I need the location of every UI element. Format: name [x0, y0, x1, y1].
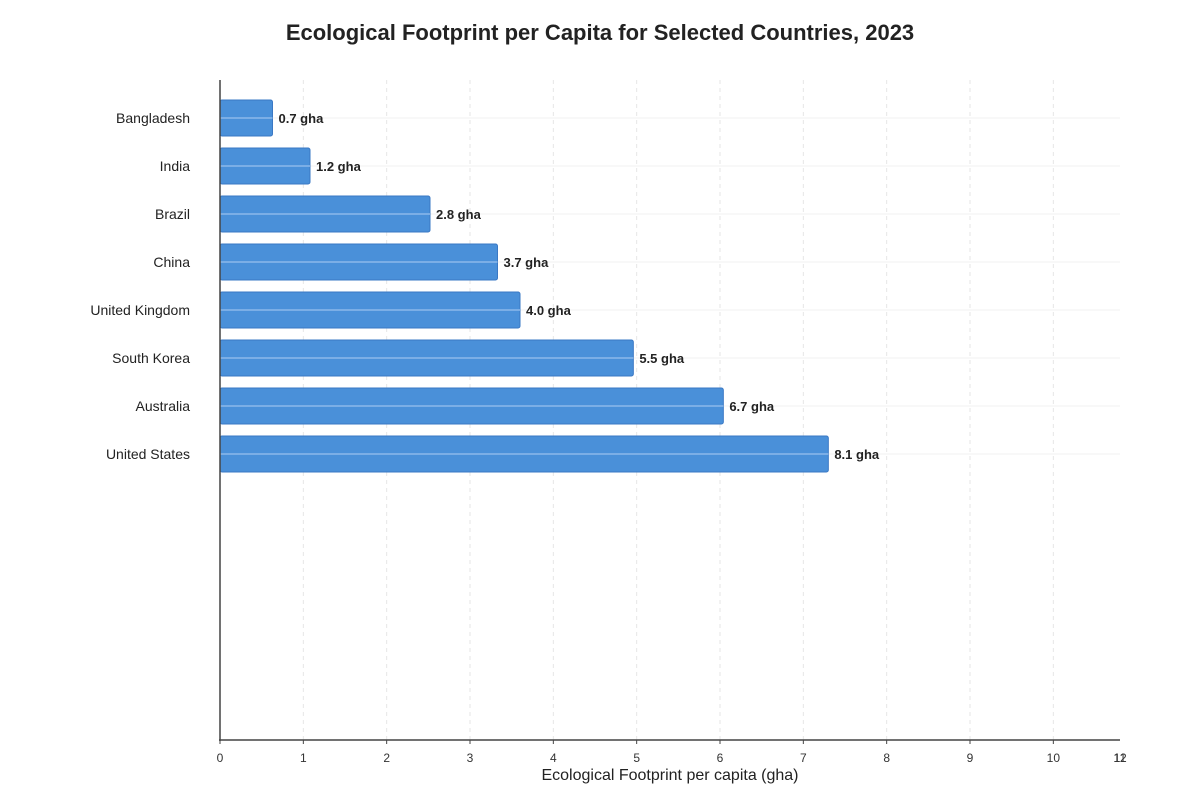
category-label-south-korea: South Korea: [112, 350, 190, 366]
data-label-china: 3.7 gha: [504, 255, 550, 270]
x-axis-title: Ecological Footprint per capita (gha): [541, 767, 798, 784]
bars: [219, 99, 829, 473]
data-label-australia: 6.7 gha: [729, 399, 775, 414]
x-tick-label-7: 7: [800, 751, 807, 765]
data-label-brazil: 2.8 gha: [436, 207, 482, 222]
chart-title: Ecological Footprint per Capita for Sele…: [286, 20, 914, 45]
category-label-india: India: [160, 158, 191, 174]
data-label-united-states: 8.1 gha: [834, 447, 880, 462]
x-tick-label-9: 9: [967, 751, 974, 765]
x-tick-label-3: 3: [467, 751, 474, 765]
x-tick-label-6: 6: [717, 751, 724, 765]
data-label-south-korea: 5.5 gha: [639, 351, 685, 366]
data-label-bangladesh: 0.7 gha: [279, 111, 325, 126]
x-tick-label-0: 0: [217, 751, 224, 765]
category-label-china: China: [153, 254, 190, 270]
x-tick-label-10: 10: [1047, 751, 1061, 765]
x-tick-label-12: 12: [1113, 751, 1127, 765]
x-tick-label-2: 2: [383, 751, 390, 765]
x-tick-label-8: 8: [883, 751, 890, 765]
category-label-united-states: United States: [106, 446, 190, 462]
category-label-australia: Australia: [136, 398, 191, 414]
category-labels: Bangladesh India Brazil China United Kingdom…: [90, 110, 190, 462]
category-label-bangladesh: Bangladesh: [116, 110, 190, 126]
data-labels: 0.7 gha 1.2 gha 2.8 gha 3.7 gha 4.0 gha 5.5 g…: [279, 111, 880, 462]
data-label-united-kingdom: 4.0 gha: [526, 303, 572, 318]
x-tick-label-5: 5: [633, 751, 640, 765]
category-label-united-kingdom: United Kingdom: [90, 302, 190, 318]
category-label-brazil: Brazil: [155, 206, 190, 222]
x-tick-label-4: 4: [550, 751, 557, 765]
x-tick-label-1: 1: [300, 751, 307, 765]
data-label-india: 1.2 gha: [316, 159, 362, 174]
x-tick-label-11: 11: [1114, 751, 1127, 765]
